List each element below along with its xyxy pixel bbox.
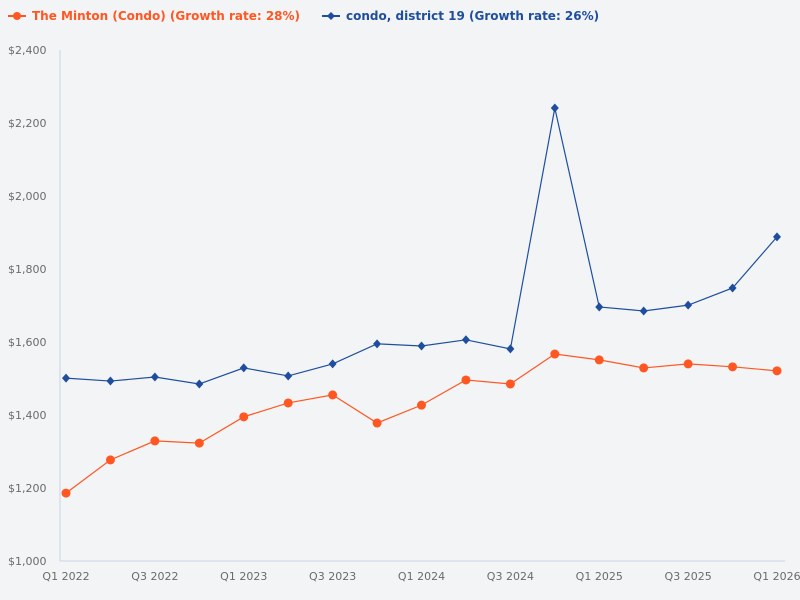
data-point xyxy=(61,488,71,498)
data-point xyxy=(639,306,648,316)
data-point xyxy=(105,455,115,465)
y-tick-label: $2,200 xyxy=(8,117,47,130)
data-point xyxy=(417,341,426,351)
data-point xyxy=(773,232,781,242)
x-tick-label: Q1 2022 xyxy=(42,570,89,583)
data-point xyxy=(772,366,782,376)
legend: The Minton (Condo) (Growth rate: 28%) co… xyxy=(8,9,599,23)
x-tick-label: Q1 2025 xyxy=(576,570,623,583)
y-tick-label: $1,400 xyxy=(8,409,47,422)
x-tick-label: Q3 2025 xyxy=(665,570,712,583)
data-point xyxy=(372,418,382,428)
y-tick-label: $1,200 xyxy=(8,482,47,495)
data-point xyxy=(550,349,560,359)
data-point xyxy=(373,339,382,349)
data-point xyxy=(328,390,338,400)
data-point xyxy=(684,300,693,310)
data-point xyxy=(194,438,204,448)
data-point xyxy=(239,412,249,422)
data-point xyxy=(150,436,160,446)
data-point xyxy=(550,103,559,113)
data-point xyxy=(639,363,649,373)
data-point xyxy=(461,375,471,385)
x-tick-label: Q1 2026 xyxy=(753,570,800,583)
y-tick-label: $1,600 xyxy=(8,336,47,349)
data-point xyxy=(195,379,204,389)
data-point xyxy=(594,355,604,365)
data-point xyxy=(106,376,115,386)
data-point xyxy=(595,302,604,312)
x-tick-label: Q3 2022 xyxy=(131,570,178,583)
y-tick-label: $1,800 xyxy=(8,263,47,276)
series-line-0 xyxy=(65,353,778,494)
x-tick-label: Q1 2023 xyxy=(220,570,267,583)
data-point xyxy=(239,363,248,373)
data-point xyxy=(728,283,737,293)
data-point xyxy=(328,359,337,369)
legend-label: condo, district 19 (Growth rate: 26%) xyxy=(346,9,600,23)
circle-marker-icon xyxy=(8,12,26,20)
x-tick-label: Q3 2023 xyxy=(309,570,356,583)
data-point xyxy=(283,398,293,408)
data-point xyxy=(683,359,693,369)
data-point xyxy=(417,400,426,410)
y-tick-label: $2,400 xyxy=(8,44,47,57)
data-point xyxy=(505,379,515,389)
data-point xyxy=(150,372,159,382)
x-tick-label: Q3 2024 xyxy=(487,570,534,583)
data-point xyxy=(284,371,293,381)
data-point xyxy=(728,362,738,372)
x-tick-label: Q1 2024 xyxy=(398,570,445,583)
legend-item-minton[interactable]: The Minton (Condo) (Growth rate: 28%) xyxy=(8,9,300,23)
diamond-marker-icon xyxy=(322,12,341,20)
legend-item-district[interactable]: condo, district 19 (Growth rate: 26%) xyxy=(322,9,599,23)
data-point xyxy=(461,335,470,345)
data-point xyxy=(62,373,70,383)
legend-label: The Minton (Condo) (Growth rate: 28%) xyxy=(32,9,301,23)
y-tick-label: $2,000 xyxy=(8,190,47,203)
y-tick-label: $1,000 xyxy=(8,555,47,568)
data-point xyxy=(506,344,515,354)
